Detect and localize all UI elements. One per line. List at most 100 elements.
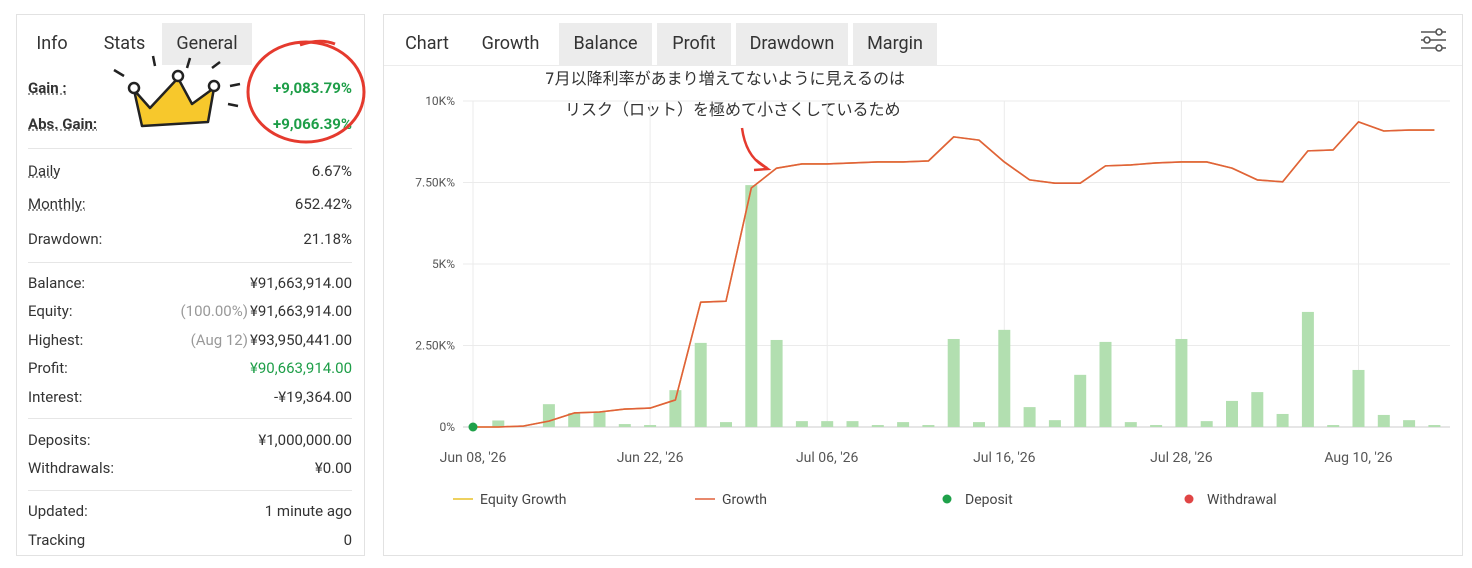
legend-label: Equity Growth <box>480 492 567 508</box>
stat-row: Balance: ¥91,663,914.00 <box>28 272 352 294</box>
bar <box>618 424 631 427</box>
stat-value: +9,066.39% <box>273 113 352 135</box>
stat-row: Deposits: ¥1,000,000.00 <box>28 429 352 451</box>
divider <box>28 490 352 491</box>
crown-doodle <box>113 55 241 128</box>
divider <box>28 262 352 263</box>
stat-label: Drawdown: <box>28 230 103 248</box>
annotation-arrowhead <box>753 159 772 172</box>
bar <box>492 420 505 427</box>
stat-label: Gain : <box>28 79 67 97</box>
bar <box>1226 400 1238 427</box>
bar <box>1124 422 1137 427</box>
stat-number: ¥0.00 <box>314 459 352 477</box>
stat-label: Daily <box>28 162 61 180</box>
stat-row: Withdrawals: ¥0.00 <box>28 457 352 479</box>
bar <box>770 339 783 427</box>
x-tick-label: Jul 28, '26 <box>1150 450 1213 466</box>
bar <box>1074 374 1087 427</box>
legend-label: Growth <box>722 492 767 508</box>
bar <box>998 329 1011 427</box>
stat-value: (100.00%) ¥91,663,914.00 <box>181 300 353 322</box>
stat-label: Interest: <box>28 388 83 406</box>
stat-value: ¥90,663,914.00 <box>250 357 352 379</box>
stat-value: 1 minute ago <box>265 500 352 522</box>
bar <box>1327 425 1340 427</box>
bar <box>871 425 884 427</box>
stat-label: Abs. Gain: <box>28 115 98 133</box>
legend-label: Withdrawal <box>1207 492 1277 508</box>
stat-row: Gain : +9,083.79% <box>28 77 352 99</box>
bar <box>745 185 758 427</box>
stats-tab[interactable]: General <box>162 23 252 65</box>
chart-tab[interactable]: Profit <box>657 23 731 65</box>
bar <box>1352 369 1365 427</box>
stat-number: 6.67% <box>311 162 352 180</box>
annotation-line: 7月以降利率があまり増えてないように見えるのは <box>545 69 905 88</box>
settings-icon[interactable] <box>1421 28 1446 52</box>
chart-tab[interactable]: Growth <box>467 23 554 65</box>
stat-value: ¥1,000,000.00 <box>258 429 352 451</box>
stat-number: +9,066.39% <box>273 115 352 133</box>
legend-swatch <box>942 494 952 504</box>
chart-panel: Chart Growth Balance Profit Drawdown Margin <box>383 14 1463 556</box>
bar <box>1023 407 1036 427</box>
bar <box>1175 338 1188 427</box>
bar <box>1150 425 1163 427</box>
stats-tab[interactable]: Stats <box>87 23 162 65</box>
stat-value: -¥19,364.00 <box>274 386 352 408</box>
stat-row: Profit: ¥90,663,914.00 <box>28 357 352 379</box>
highlight-circle <box>246 40 366 144</box>
stat-row: Interest: -¥19,364.00 <box>28 386 352 408</box>
chart-tab[interactable]: Drawdown <box>736 23 848 65</box>
legend-label: Deposit <box>965 492 1013 508</box>
legend-swatch <box>1184 494 1194 504</box>
stat-label: Highest: <box>28 331 84 349</box>
bar <box>542 404 555 427</box>
divider <box>28 418 352 419</box>
bar <box>1276 413 1289 427</box>
stat-value: +9,083.79% <box>273 77 352 99</box>
stat-label: Deposits: <box>28 431 91 449</box>
stat-value: 21.18% <box>303 228 352 250</box>
bar <box>821 421 834 427</box>
stat-number: -¥19,364.00 <box>274 388 352 406</box>
stats-tab[interactable]: Info <box>36 33 68 54</box>
stat-number: ¥90,663,914.00 <box>249 359 352 377</box>
stat-row: Drawdown: 21.18% <box>28 228 352 250</box>
stat-row: Highest: (Aug 12) ¥93,950,441.00 <box>28 329 352 351</box>
y-tick-label: 0% <box>439 420 455 434</box>
x-tick-label: Jun 08, '26 <box>440 450 507 466</box>
annotation-arrow <box>740 127 768 170</box>
chart-tab[interactable]: Balance <box>559 23 652 65</box>
series-line <box>473 121 1435 428</box>
chart-tab[interactable]: Margin <box>853 23 937 65</box>
stat-row: Monthly: 652.42% <box>28 193 352 215</box>
bar <box>1251 392 1264 427</box>
bar <box>694 342 707 427</box>
stat-label: Withdrawals: <box>28 459 114 477</box>
bar <box>593 412 606 427</box>
chart-tab[interactable]: Chart <box>405 33 449 54</box>
bar <box>973 422 985 427</box>
bar <box>922 425 935 427</box>
bar <box>1200 421 1213 427</box>
bar <box>1428 425 1441 427</box>
stat-value: (Aug 12) ¥93,950,441.00 <box>191 329 352 351</box>
x-tick-label: Jul 16, '26 <box>973 450 1036 466</box>
bar <box>1099 341 1112 427</box>
bar <box>897 422 910 427</box>
annotation-line: リスク（ロット）を極めて小さくしているため <box>565 100 901 119</box>
y-tick-label: 10K% <box>425 94 455 108</box>
stat-row: Updated: 1 minute ago <box>28 500 352 522</box>
bar <box>669 390 682 427</box>
bar <box>1403 420 1416 427</box>
stat-label: Balance: <box>28 274 86 292</box>
stat-row: Daily 6.67% <box>28 160 352 182</box>
tab-bar-bg <box>384 65 1462 66</box>
stat-number: ¥1,000,000.00 <box>258 431 352 449</box>
stat-number: ¥91,663,914.00 <box>249 274 352 292</box>
stat-row: Tracking 0 <box>28 529 352 551</box>
stat-note: (100.00%) <box>180 302 248 320</box>
